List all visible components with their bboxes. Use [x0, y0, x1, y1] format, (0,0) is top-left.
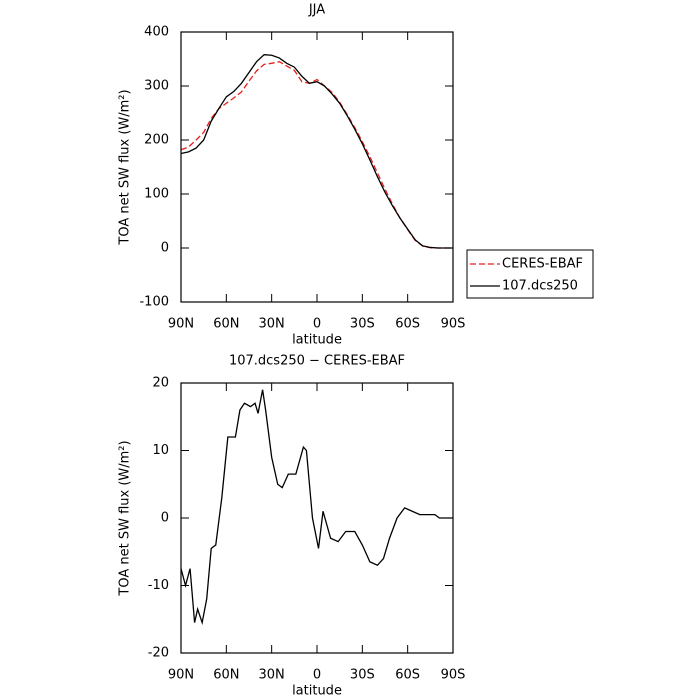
x-tick-label: 0 [313, 317, 321, 332]
y-tick-label: -20 [148, 646, 169, 661]
legend-label: 107.dcs250 [502, 279, 578, 294]
chart-title: 107.dcs250 − CERES-EBAF [229, 354, 405, 369]
y-tick-label: 10 [152, 443, 169, 458]
x-tick-label: 60N [213, 317, 239, 332]
y-axis-label: TOA net SW flux (W/m²) [118, 89, 133, 245]
x-tick-label: 30N [259, 668, 285, 683]
x-tick-label: 0 [313, 668, 321, 683]
x-tick-label: 60S [395, 317, 420, 332]
data-line [180, 61, 453, 249]
y-tick-label: 0 [161, 511, 169, 526]
x-tick-label: 90S [441, 668, 466, 683]
legend-label: CERES-EBAF [502, 257, 583, 272]
y-tick-label: 300 [144, 79, 169, 94]
x-axis-label: latitude [292, 684, 342, 699]
y-tick-label: -100 [139, 295, 169, 310]
legend-box [466, 249, 594, 299]
y-axis-label: TOA net SW flux (W/m²) [118, 440, 133, 596]
x-axis-label: latitude [292, 333, 342, 348]
y-tick-label: 400 [144, 25, 169, 40]
x-tick-label: 60S [395, 668, 420, 683]
chart-title: JJA [308, 3, 325, 18]
y-tick-label: 200 [144, 133, 169, 148]
y-tick-label: 100 [144, 187, 169, 202]
data-line [180, 389, 453, 626]
x-tick-label: 30S [350, 668, 375, 683]
x-tick-label: 30S [350, 317, 375, 332]
plot-frame [180, 31, 454, 303]
data-line [180, 54, 453, 249]
y-tick-label: -10 [148, 578, 169, 593]
y-tick-label: 20 [152, 376, 169, 391]
plot-frame [180, 382, 454, 654]
x-tick-label: 90N [168, 317, 194, 332]
x-tick-label: 60N [213, 668, 239, 683]
x-tick-label: 90S [441, 317, 466, 332]
x-tick-label: 30N [259, 317, 285, 332]
x-tick-label: 90N [168, 668, 194, 683]
y-tick-label: 0 [161, 241, 169, 256]
